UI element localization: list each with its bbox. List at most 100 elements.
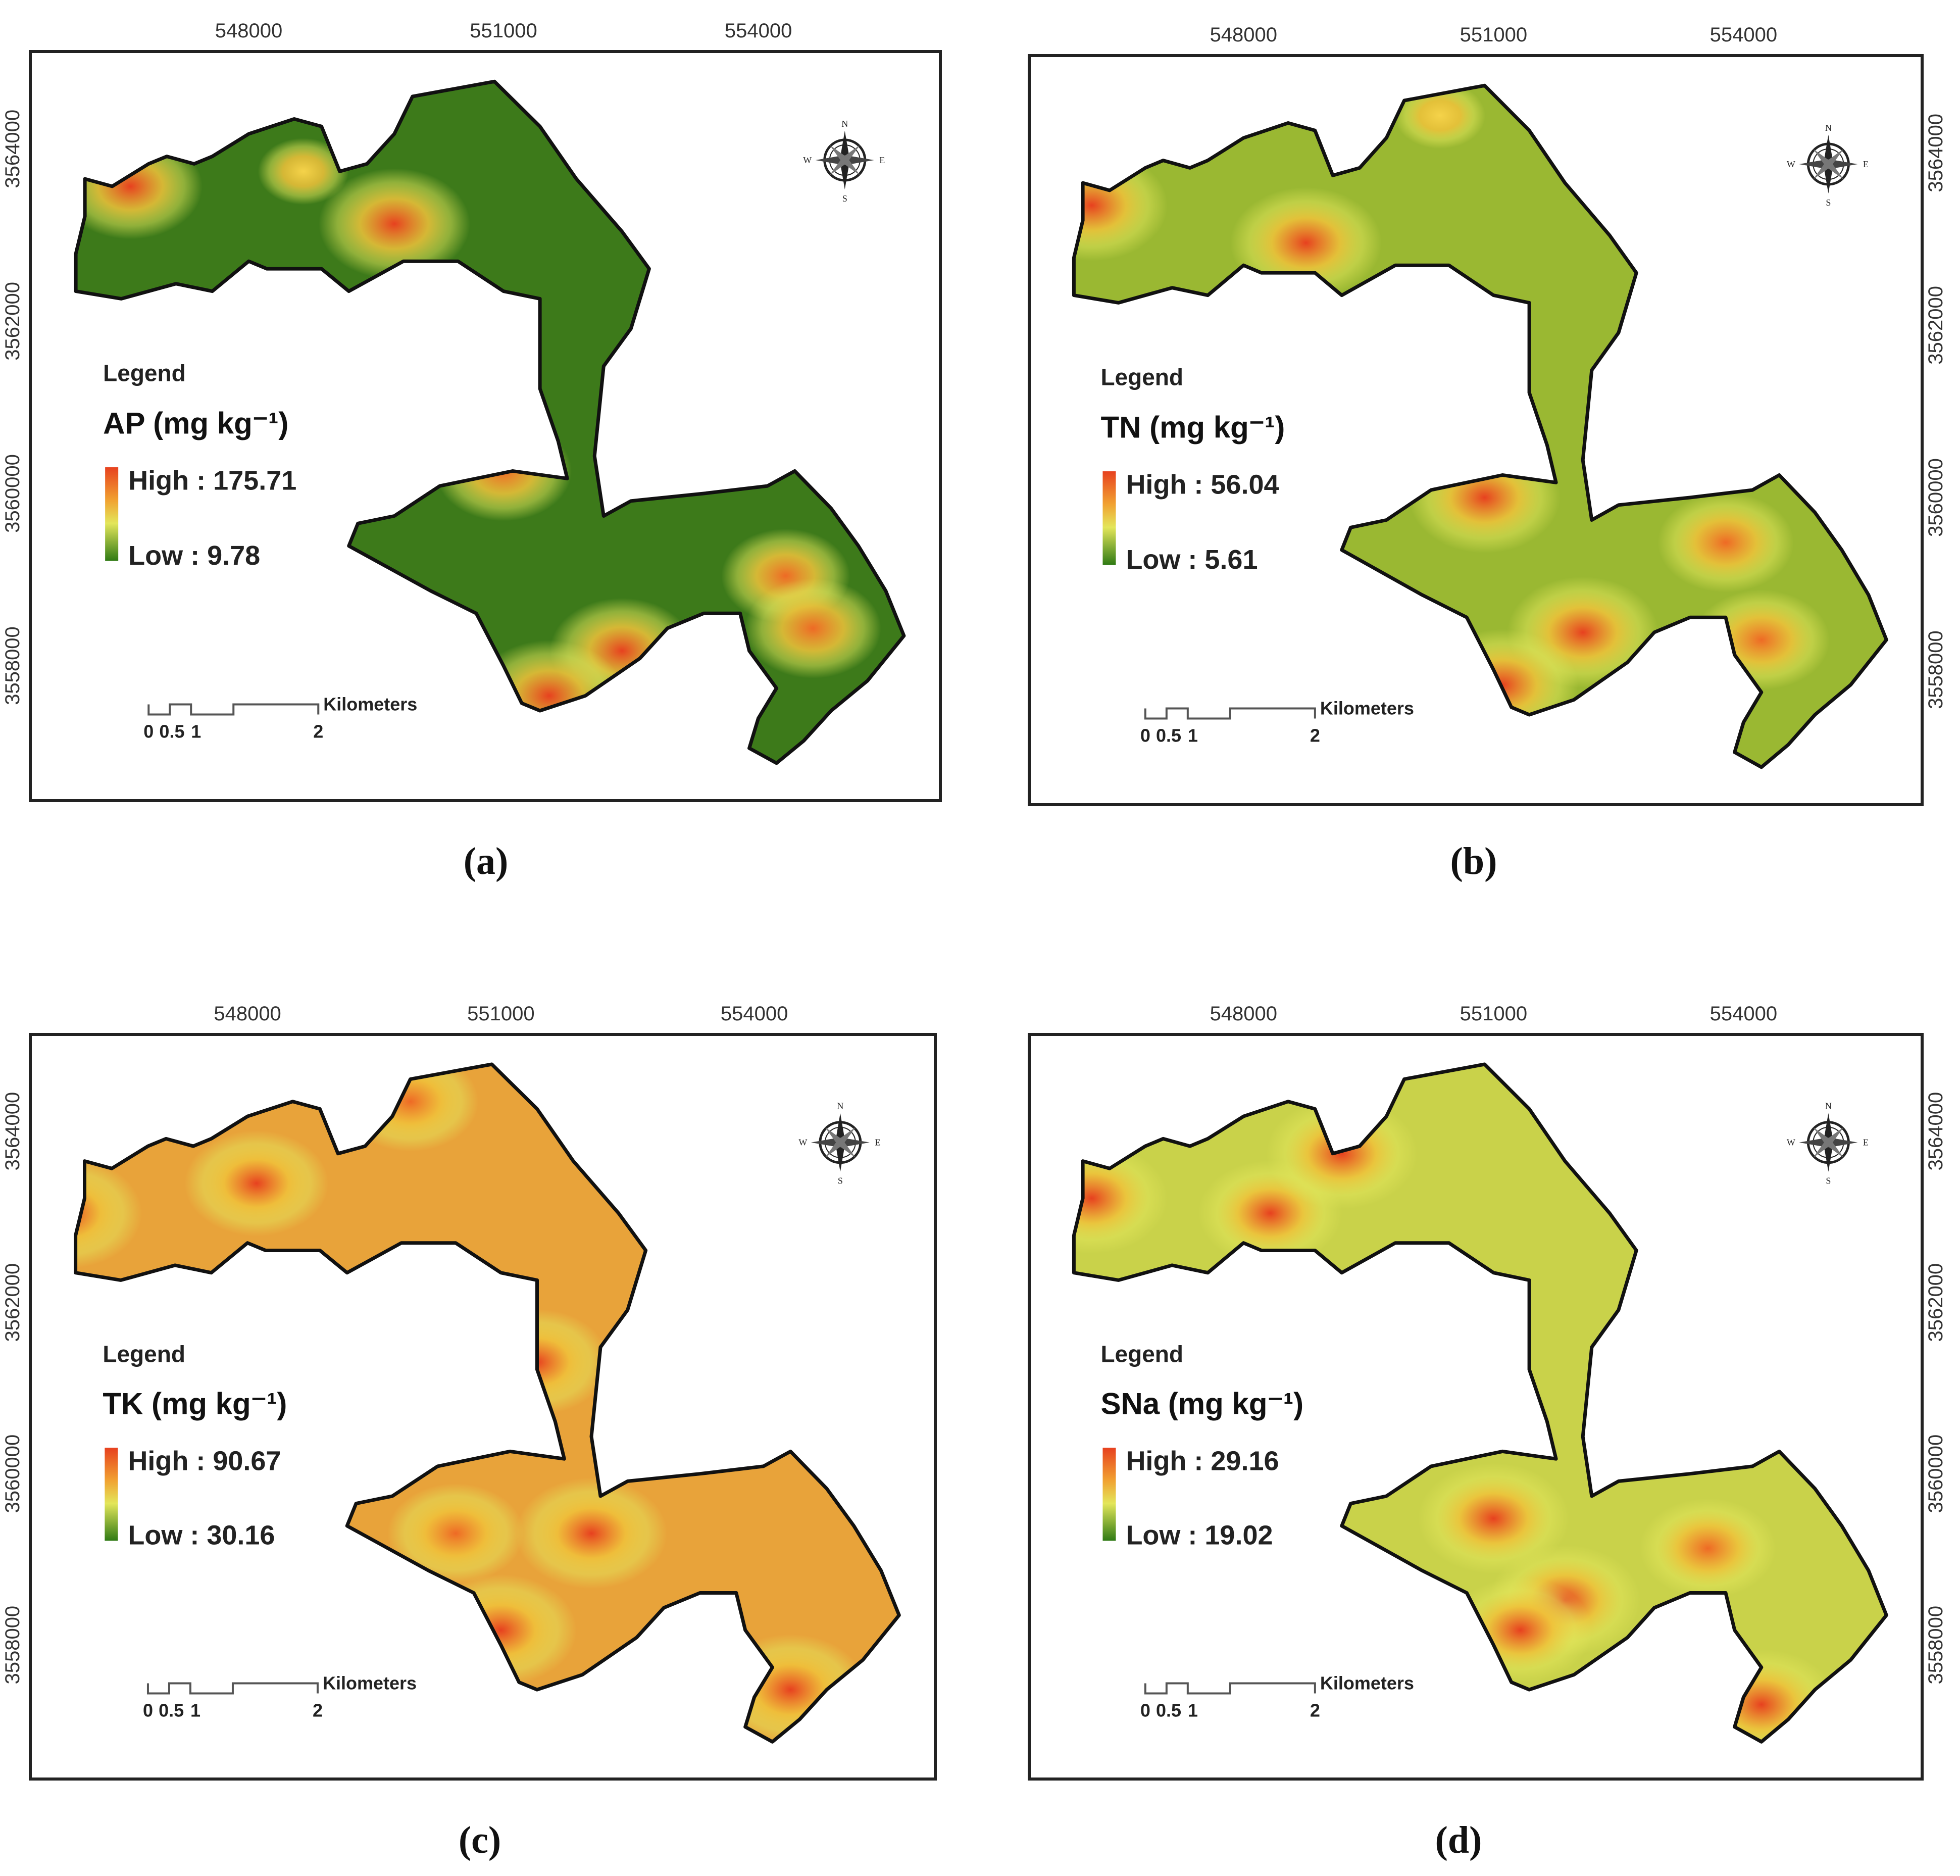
x-tick-label: 548000 [1210, 24, 1277, 46]
legend-color-ramp [105, 467, 119, 561]
hotspot [516, 1477, 668, 1589]
compass-letter-n: N [837, 1101, 843, 1111]
y-tick-label: 3558000 [2, 1606, 24, 1685]
compass-letter-e: E [879, 155, 885, 165]
scale-tick-label: 1 [191, 721, 201, 742]
scale-tick-label: 2 [313, 721, 323, 742]
legend-high: High : 90.67 [128, 1446, 281, 1476]
legend-title: Legend [1100, 364, 1183, 390]
legend-title: Legend [103, 360, 186, 386]
compass-letter-s: S [1826, 1176, 1831, 1186]
legend-variable: AP (mg kg⁻¹) [103, 406, 288, 440]
legend-variable: TN (mg kg⁻¹) [1100, 410, 1285, 444]
legend-high: High : 175.71 [128, 466, 296, 496]
compass-letter-n: N [841, 119, 848, 129]
scale-tick-label: 0 [1140, 1700, 1150, 1720]
y-tick-label: 3560000 [2, 1435, 24, 1513]
y-tick-label: 3562000 [2, 282, 24, 361]
hotspot [387, 1483, 524, 1584]
hotspot [184, 1130, 329, 1237]
map-panel-b: 548000 551000 554000 3564000 3562000 3560000 3… [1028, 24, 1947, 882]
region-fill [75, 1064, 899, 1742]
map-panel-a: 548000 551000 554000 3564000 3562000 3560000 3… [2, 20, 942, 882]
legend-low: Low : 5.61 [1126, 545, 1258, 575]
region-outline [74, 79, 906, 765]
x-tick-label: 554000 [725, 20, 792, 42]
compass-letter-n: N [1825, 1101, 1832, 1111]
legend-color-ramp [1102, 471, 1116, 565]
map-panel-d: 548000 551000 554000 3564000 3562000 3560000 3… [1028, 1003, 1947, 1861]
compass-letter-w: W [798, 1138, 807, 1148]
y-tick-label: 3560000 [2, 454, 24, 533]
y-tick-label: 3560000 [1925, 1435, 1947, 1513]
panel-caption: (b) [1450, 840, 1497, 882]
x-tick-label: 551000 [1460, 1003, 1527, 1025]
x-tick-label: 554000 [1710, 1003, 1777, 1025]
compass-letter-e: E [1863, 159, 1869, 169]
panel-caption: (d) [1435, 1819, 1482, 1861]
region-outline [1072, 83, 1888, 769]
scale-tick-label: 1 [190, 1700, 200, 1720]
scale-tick-label: 0 [143, 1700, 153, 1720]
legend-low: Low : 9.78 [128, 540, 260, 571]
scale-unit: Kilometers [1320, 1672, 1414, 1693]
compass-letter-s: S [842, 193, 847, 204]
scale-tick-label: 2 [1310, 1700, 1320, 1720]
region-fill [76, 81, 904, 763]
map-panel-c: 548000 551000 554000 3564000 3562000 3560000 3… [2, 1003, 937, 1861]
hotspot [1657, 492, 1794, 593]
y-tick-label: 3558000 [1925, 1606, 1947, 1685]
legend-high: High : 56.04 [1126, 470, 1279, 500]
scale-tick-label: 0.5 [1156, 725, 1181, 746]
panel-caption: (c) [459, 1819, 501, 1861]
region-outline [74, 1062, 901, 1744]
legend-high: High : 29.16 [1126, 1446, 1279, 1476]
x-tick-label: 551000 [467, 1003, 534, 1025]
compass-letter-e: E [875, 1138, 880, 1148]
legend-low: Low : 19.02 [1126, 1520, 1273, 1551]
scale-unit: Kilometers [323, 694, 417, 714]
legend-variable: SNa (mg kg⁻¹) [1100, 1387, 1303, 1421]
scale-tick-label: 0 [1140, 725, 1150, 746]
y-tick-label: 3564000 [1925, 1092, 1947, 1171]
y-tick-label: 3560000 [1925, 458, 1947, 537]
compass-rose-icon: N E S W [1787, 1101, 1869, 1186]
compass-letter-w: W [1787, 1138, 1795, 1148]
scale-tick-label: 2 [1310, 725, 1320, 746]
hotspot [1074, 1143, 1168, 1254]
compass-letter-w: W [803, 155, 812, 165]
compass-letter-w: W [1787, 159, 1795, 169]
scale-tick-label: 1 [1188, 1700, 1198, 1720]
compass-letter-s: S [1826, 198, 1831, 208]
x-tick-label: 554000 [721, 1003, 788, 1025]
legend-color-ramp [1102, 1448, 1116, 1541]
scale-tick-label: 0 [143, 721, 154, 742]
hotspot [258, 138, 349, 205]
x-tick-label: 551000 [1460, 24, 1527, 46]
compass-rose-icon: N E S W [803, 119, 885, 204]
legend-low: Low : 30.16 [128, 1520, 275, 1551]
compass-letter-s: S [838, 1176, 843, 1186]
scale-unit: Kilometers [323, 1672, 417, 1693]
compass-letter-n: N [1825, 123, 1832, 133]
panel-caption: (a) [464, 840, 509, 882]
x-tick-label: 548000 [215, 20, 282, 42]
y-tick-label: 3562000 [1925, 286, 1947, 365]
legend-title: Legend [1100, 1341, 1183, 1367]
x-tick-label: 554000 [1710, 24, 1777, 46]
x-tick-label: 551000 [470, 20, 537, 42]
scale-unit: Kilometers [1320, 698, 1414, 718]
legend-title: Legend [103, 1341, 185, 1367]
scale-tick-label: 0.5 [159, 1700, 184, 1720]
legend-color-ramp [105, 1448, 118, 1541]
y-tick-label: 3562000 [2, 1263, 24, 1342]
hotspot [1418, 1463, 1570, 1574]
legend-variable: TK (mg kg⁻¹) [103, 1387, 287, 1421]
hotspot [1639, 1498, 1776, 1599]
